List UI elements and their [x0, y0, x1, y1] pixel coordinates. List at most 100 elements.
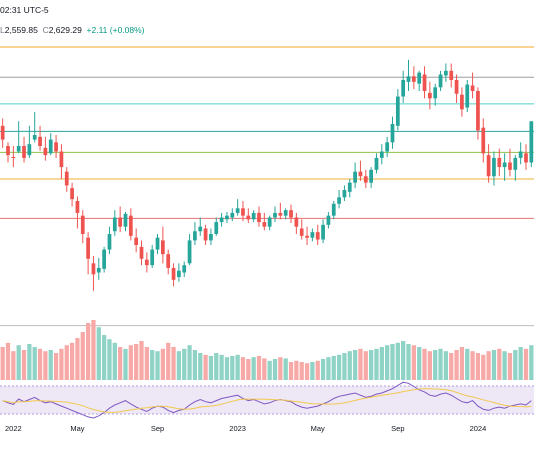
volume-bar — [497, 348, 502, 380]
candle-body — [246, 215, 251, 220]
volume-bar — [288, 362, 294, 380]
volume-bar — [470, 351, 475, 380]
volume-bar — [523, 348, 529, 380]
candle-body — [486, 155, 491, 177]
candle-body — [385, 142, 390, 152]
candle-body — [118, 217, 123, 227]
candle-body — [406, 76, 411, 82]
volume-bar — [112, 342, 117, 380]
candle-body — [203, 228, 208, 241]
volume-bar — [192, 350, 198, 380]
volume-bar — [144, 347, 149, 380]
candle-body — [470, 85, 475, 91]
volume-bar — [139, 341, 144, 380]
candle-body — [476, 91, 480, 131]
volume-bar — [150, 350, 155, 380]
volume-bar — [107, 339, 112, 380]
x-axis-tick-label: May — [311, 424, 325, 433]
volume-bar — [27, 344, 32, 380]
rsi-band — [0, 386, 534, 414]
volume-bar — [459, 347, 465, 380]
volume-bar — [427, 351, 433, 380]
volume-bar — [449, 353, 454, 380]
volume-bar — [465, 348, 470, 380]
volume-bar — [91, 320, 96, 380]
volume-bar — [80, 332, 85, 380]
volume-bar — [187, 345, 192, 380]
rsi-line — [2, 381, 532, 419]
volume-bar — [331, 356, 336, 380]
close-label: C — [42, 25, 49, 35]
volume-bar — [438, 348, 443, 380]
volume-bar — [251, 357, 256, 380]
candle-body — [6, 146, 10, 156]
time-text: 02:31 UTC-5 — [0, 5, 49, 15]
candle-body — [395, 96, 400, 126]
volume-bar — [262, 358, 267, 380]
x-axis-tick-label: 2022 — [5, 424, 22, 433]
x-axis-tick-label: 2024 — [470, 424, 487, 433]
candle-body — [342, 190, 347, 198]
volume-bar — [326, 357, 331, 380]
volume-bar — [69, 342, 75, 380]
volume-bar — [48, 350, 53, 380]
volume-bar — [336, 354, 342, 380]
candle-body — [428, 92, 432, 99]
volume-bar — [101, 335, 107, 380]
volume-bar — [240, 357, 246, 380]
candle-body — [70, 188, 74, 200]
candle-body — [241, 208, 245, 216]
volume-bar — [502, 351, 507, 380]
volume-bar — [304, 363, 310, 380]
volume-bar — [347, 351, 352, 380]
candle-body — [379, 151, 384, 158]
volume-bar — [214, 353, 219, 380]
candle-body — [508, 162, 512, 170]
volume-bar — [422, 348, 427, 380]
volume-bar — [53, 353, 59, 380]
volume-bar — [513, 350, 518, 380]
candle-body — [358, 171, 363, 177]
volume-bar — [320, 359, 326, 380]
volume-bar — [128, 345, 133, 380]
time-header: 02:31 UTC-5 — [0, 5, 49, 15]
candle-body — [80, 215, 85, 234]
volume-bar — [75, 338, 80, 380]
volume-bar — [176, 351, 182, 380]
candle-body — [257, 212, 261, 223]
volume-bar — [395, 342, 400, 380]
candle-body — [182, 265, 187, 273]
volume-bar — [507, 353, 513, 380]
candle-body — [230, 212, 235, 218]
candle-body — [134, 237, 139, 245]
volume-bar — [374, 348, 379, 380]
volume-bar — [379, 347, 384, 380]
candle-body — [107, 234, 112, 250]
volume-bar — [32, 347, 37, 380]
candle-body — [225, 215, 229, 220]
candle-body — [209, 234, 213, 241]
candle-body — [273, 212, 277, 218]
candle-body — [326, 215, 331, 225]
candle-body — [417, 72, 422, 84]
volume-bar — [43, 351, 48, 380]
candle-body — [513, 157, 518, 170]
candle-body — [337, 197, 341, 204]
volume-bar — [443, 351, 449, 380]
ohlc-header: L2,559.85 C2,629.29 +2.11 (+0.08%) — [0, 25, 145, 35]
candle-body — [43, 147, 48, 156]
candle-body — [331, 203, 336, 216]
volume-bar — [278, 357, 283, 380]
candle-body — [262, 222, 267, 227]
candle-body — [59, 151, 64, 168]
candle-body — [363, 176, 368, 183]
volume-bar — [283, 358, 288, 380]
volume-bar — [385, 345, 390, 380]
volume-bar — [134, 344, 139, 380]
candle-body — [267, 217, 272, 227]
candle-body — [27, 144, 32, 156]
change-value: +2.11 (+0.08%) — [86, 25, 145, 35]
candle-body — [502, 162, 507, 168]
volume-bar — [294, 360, 299, 380]
